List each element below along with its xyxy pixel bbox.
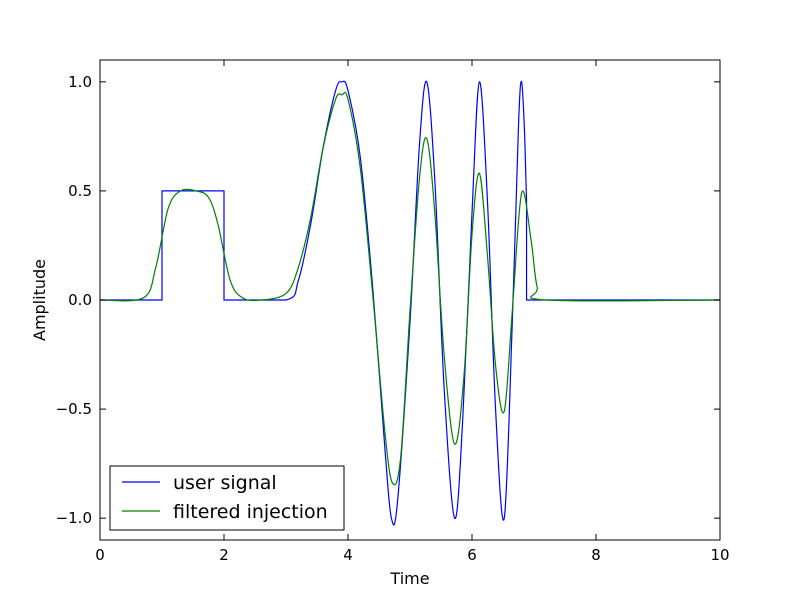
y-tick-label: −1.0 — [56, 509, 92, 527]
legend: user signal filtered injection — [109, 465, 345, 531]
x-tick-label: 0 — [95, 546, 105, 564]
y-tick-label: 0.5 — [68, 182, 92, 200]
x-tick-label: 4 — [343, 546, 353, 564]
y-tick-label: −0.5 — [56, 400, 92, 418]
y-tick-label: 1.0 — [68, 73, 92, 91]
x-tick-label: 6 — [467, 546, 477, 564]
series-line-user-signal — [100, 80, 720, 526]
series-layer — [100, 80, 720, 526]
y-axis-ticks: −1.0 −0.5 0.0 0.5 1.0 — [56, 73, 720, 527]
x-tick-label: 8 — [591, 546, 601, 564]
x-tick-label: 10 — [710, 546, 729, 564]
x-axis-label: Time — [389, 569, 429, 588]
x-axis-ticks: 0 2 4 6 8 10 — [95, 60, 730, 564]
y-axis-label: Amplitude — [30, 259, 49, 341]
y-tick-label: 0.0 — [68, 291, 92, 309]
legend-box — [109, 465, 345, 531]
legend-label-user-signal: user signal — [173, 472, 277, 494]
legend-label-filtered-injection: filtered injection — [173, 501, 328, 523]
series-line-filtered-injection — [100, 91, 720, 486]
x-tick-label: 2 — [219, 546, 229, 564]
